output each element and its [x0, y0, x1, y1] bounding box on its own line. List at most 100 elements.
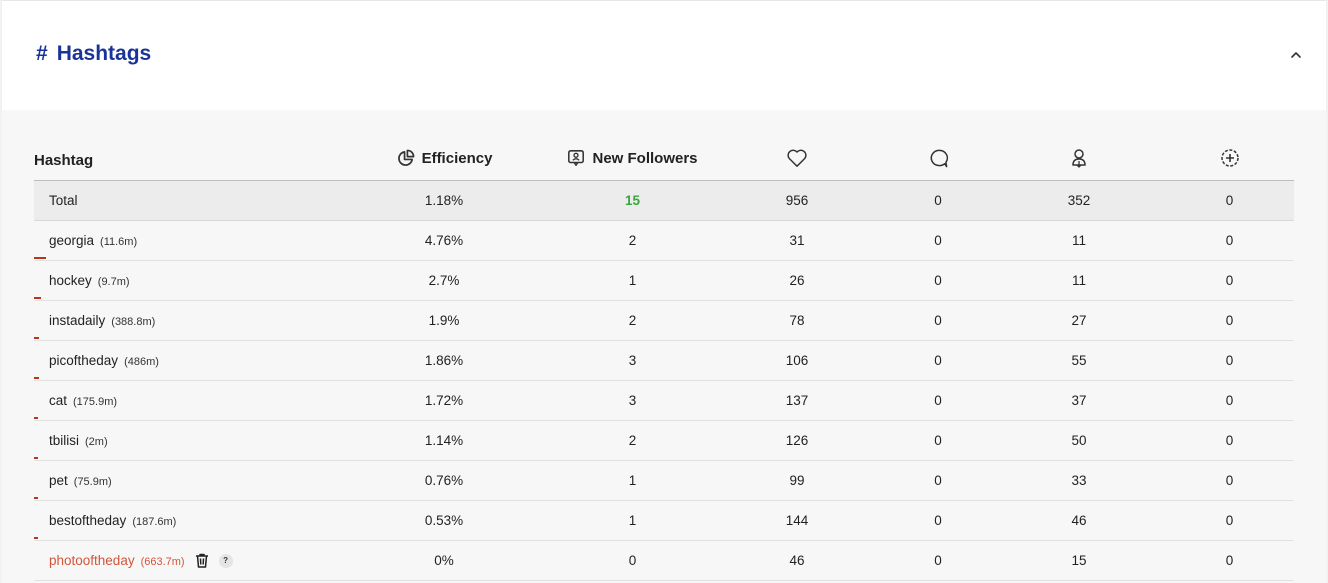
table-row[interactable]: picoftheday (486m) 1.86% 3 106 0 55 0 — [34, 340, 1294, 381]
new-followers-cell: 2 — [554, 220, 711, 261]
efficiency-bar — [34, 497, 38, 499]
likes-cell: 106 — [711, 340, 883, 381]
chevron-up-icon — [1291, 52, 1301, 58]
hashtag-name[interactable]: instadaily — [49, 313, 106, 328]
hashtag-name[interactable]: pet — [49, 473, 68, 488]
likes-cell: 126 — [711, 420, 883, 461]
total-profile-visits: 352 — [993, 180, 1165, 221]
hashtag-name[interactable]: tbilisi — [49, 433, 80, 448]
profile-visits-cell: 50 — [993, 420, 1165, 461]
column-profile-visits[interactable] — [993, 140, 1165, 181]
follows-cell: 0 — [1165, 300, 1294, 341]
follows-cell: 0 — [1165, 420, 1294, 461]
section-body: Hashtag Efficiency — [2, 110, 1326, 583]
section-title-text: Hashtags — [56, 42, 152, 65]
total-follows: 0 — [1165, 180, 1294, 221]
hashtag-name[interactable]: photooftheday — [49, 552, 135, 568]
efficiency-bar — [34, 537, 38, 539]
profile-visits-cell: 11 — [993, 220, 1165, 261]
new-followers-cell: 2 — [554, 420, 711, 461]
user-badge-icon — [568, 150, 585, 166]
efficiency-bar — [34, 297, 41, 299]
column-new-followers-label: New Followers — [592, 149, 698, 167]
hashtag-cell: bestoftheday (187.6m) — [34, 500, 334, 541]
help-icon[interactable]: ? — [218, 553, 233, 568]
column-efficiency-label: Efficiency — [421, 149, 493, 167]
profile-visits-cell: 15 — [993, 540, 1165, 581]
comment-icon — [930, 149, 948, 167]
hashtag-name[interactable]: bestoftheday — [49, 513, 127, 528]
follows-cell: 0 — [1165, 540, 1294, 581]
trash-icon[interactable] — [195, 553, 209, 569]
column-hashtag-label: Hashtag — [34, 151, 94, 169]
column-comments[interactable] — [883, 140, 993, 181]
efficiency-bar — [34, 337, 39, 339]
profile-visits-cell: 37 — [993, 380, 1165, 421]
hashtag-name[interactable]: picoftheday — [49, 353, 119, 368]
column-new-followers[interactable]: New Followers — [554, 140, 711, 181]
efficiency-cell: 0% — [334, 540, 554, 581]
likes-cell: 46 — [711, 540, 883, 581]
total-efficiency: 1.18% — [334, 180, 554, 221]
comments-cell: 0 — [883, 420, 993, 461]
table-row[interactable]: photooftheday (663.7m)? 0% 0 46 0 15 0 — [34, 540, 1294, 581]
hashtag-cell: picoftheday (486m) — [34, 340, 334, 381]
hashtag-cell: photooftheday (663.7m)? — [34, 540, 334, 581]
total-likes: 956 — [711, 180, 883, 221]
follows-cell: 0 — [1165, 500, 1294, 541]
hashtag-post-count: (9.7m) — [97, 276, 130, 288]
hashtag-cell: cat (175.9m) — [34, 380, 334, 421]
section-header: # Hashtags — [2, 0, 1326, 111]
new-followers-cell: 3 — [554, 340, 711, 381]
column-likes[interactable] — [711, 140, 883, 181]
column-efficiency[interactable]: Efficiency — [334, 140, 554, 181]
table-row[interactable]: cat (175.9m) 1.72% 3 137 0 37 0 — [34, 380, 1294, 421]
hashtag-post-count: (388.8m) — [111, 316, 156, 328]
table-header-row: Hashtag Efficiency — [34, 140, 1294, 181]
likes-cell: 31 — [711, 220, 883, 261]
table-row[interactable]: instadaily (388.8m) 1.9% 2 78 0 27 0 — [34, 300, 1294, 341]
table-row[interactable]: hockey (9.7m) 2.7% 1 26 0 11 0 — [34, 260, 1294, 301]
profile-visits-cell: 55 — [993, 340, 1165, 381]
comments-cell: 0 — [883, 380, 993, 421]
new-followers-cell: 1 — [554, 500, 711, 541]
likes-cell: 144 — [711, 500, 883, 541]
comments-cell: 0 — [883, 540, 993, 581]
efficiency-cell: 1.72% — [334, 380, 554, 421]
hashtag-post-count: (11.6m) — [100, 236, 138, 248]
hashtag-table: Hashtag Efficiency — [34, 140, 1294, 581]
efficiency-cell: 0.76% — [334, 460, 554, 501]
table-row[interactable]: bestoftheday (187.6m) 0.53% 1 144 0 46 0 — [34, 500, 1294, 541]
comments-cell: 0 — [883, 220, 993, 261]
total-label: Total — [34, 180, 334, 221]
hashtag-name[interactable]: georgia — [49, 233, 95, 248]
column-follows[interactable] — [1165, 140, 1294, 181]
table-row[interactable]: pet (75.9m) 0.76% 1 99 0 33 0 — [34, 460, 1294, 501]
likes-cell: 26 — [711, 260, 883, 301]
follows-cell: 0 — [1165, 460, 1294, 501]
table-row[interactable]: tbilisi (2m) 1.14% 2 126 0 50 0 — [34, 420, 1294, 461]
new-followers-cell: 2 — [554, 300, 711, 341]
column-hashtag[interactable]: Hashtag — [34, 140, 334, 181]
hashtag-name[interactable]: cat — [49, 393, 68, 408]
follows-cell: 0 — [1165, 260, 1294, 301]
efficiency-bar — [34, 377, 39, 379]
profile-visit-icon — [1072, 149, 1086, 168]
new-followers-cell: 1 — [554, 460, 711, 501]
efficiency-bar — [34, 457, 38, 459]
follows-cell: 0 — [1165, 340, 1294, 381]
hashtag-post-count: (663.7m) — [140, 555, 185, 568]
hashtag-name[interactable]: hockey — [49, 273, 92, 288]
profile-visits-cell: 11 — [993, 260, 1165, 301]
new-followers-cell: 0 — [554, 540, 711, 581]
table-row[interactable]: georgia (11.6m) 4.76% 2 31 0 11 0 — [34, 220, 1294, 261]
total-new-followers: 15 — [554, 180, 711, 221]
table-row-total: Total 1.18% 15 956 0 352 0 — [34, 180, 1294, 221]
heart-icon — [787, 149, 807, 167]
section-title: # Hashtags — [36, 42, 151, 66]
hashtag-post-count: (2m) — [85, 436, 108, 448]
likes-cell: 137 — [711, 380, 883, 421]
collapse-button[interactable] — [1286, 45, 1306, 65]
efficiency-bar — [34, 257, 46, 259]
efficiency-bar — [34, 417, 39, 419]
